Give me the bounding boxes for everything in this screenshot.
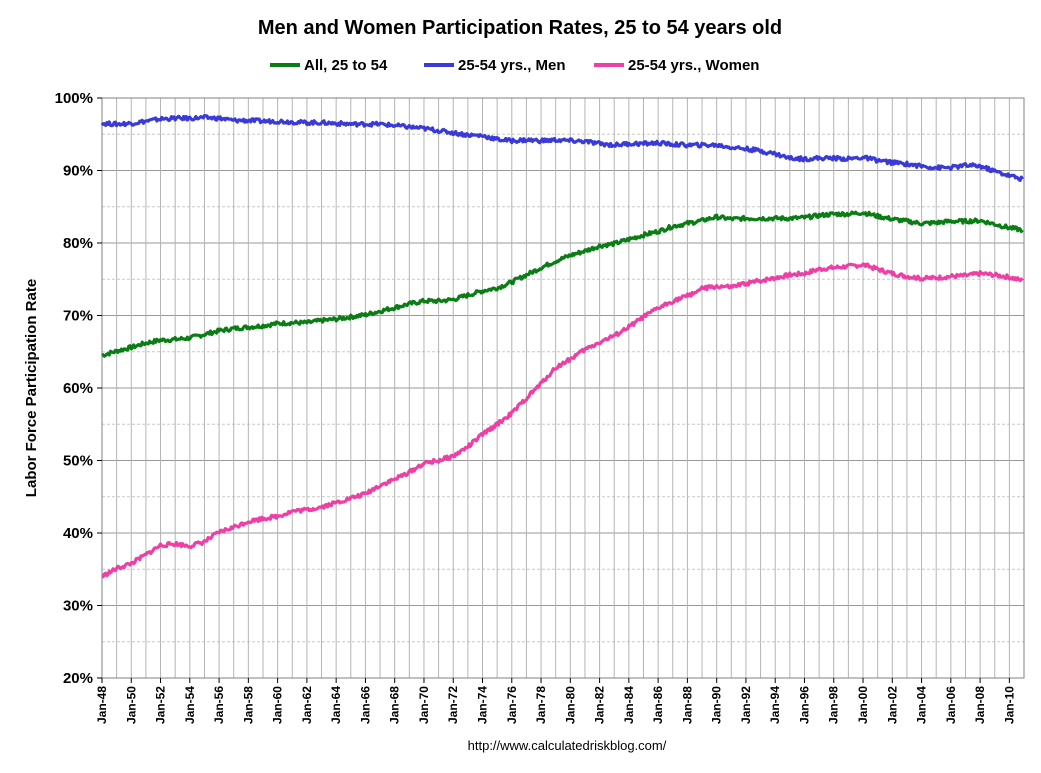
- x-tick-label: Jan-72: [446, 686, 460, 724]
- y-tick-label: 90%: [63, 163, 93, 180]
- x-tick-label: Jan-64: [329, 686, 343, 724]
- x-tick-label: Jan-98: [827, 686, 841, 724]
- x-tick-label: Jan-66: [358, 686, 372, 724]
- x-tick-label: Jan-02: [885, 686, 899, 724]
- x-tick-label: Jan-92: [739, 686, 753, 724]
- y-tick-label: 20%: [63, 670, 93, 687]
- x-tick-label: Jan-62: [300, 686, 314, 724]
- series-line: [101, 262, 1024, 579]
- x-tick-label: Jan-06: [944, 686, 958, 724]
- y-tick-label: 60%: [63, 380, 93, 397]
- x-tick-label: Jan-96: [797, 686, 811, 724]
- x-tick-label: Jan-70: [417, 686, 431, 724]
- y-tick-label: 100%: [55, 90, 93, 107]
- y-tick-label: 30%: [63, 598, 93, 615]
- x-tick-label: Jan-94: [768, 686, 782, 724]
- x-tick-label: Jan-74: [476, 686, 490, 724]
- x-tick-label: Jan-52: [154, 686, 168, 724]
- series-line: [101, 210, 1024, 358]
- x-tick-label: Jan-80: [563, 686, 577, 724]
- x-tick-label: Jan-60: [271, 686, 285, 724]
- legend-label: 25-54 yrs., Men: [458, 57, 566, 74]
- legend-label: 25-54 yrs., Women: [628, 57, 759, 74]
- x-tick-label: Jan-78: [534, 686, 548, 724]
- x-tick-label: Jan-68: [388, 686, 402, 724]
- x-tick-label: Jan-86: [651, 686, 665, 724]
- y-tick-label: 70%: [63, 308, 93, 325]
- y-tick-label: 40%: [63, 525, 93, 542]
- series-line: [100, 114, 1024, 182]
- y-tick-label: 80%: [63, 235, 93, 252]
- legend-label: All, 25 to 54: [304, 57, 388, 74]
- x-tick-label: Jan-56: [212, 686, 226, 724]
- x-tick-label: Jan-76: [505, 686, 519, 724]
- x-tick-label: Jan-48: [95, 686, 109, 724]
- x-tick-label: Jan-84: [622, 686, 636, 724]
- x-tick-label: Jan-04: [915, 686, 929, 724]
- x-tick-label: Jan-00: [856, 686, 870, 724]
- x-tick-label: Jan-58: [241, 686, 255, 724]
- y-tick-label: 50%: [63, 453, 93, 470]
- y-axis-label: Labor Force Participation Rate: [23, 279, 40, 497]
- x-tick-label: Jan-82: [593, 686, 607, 724]
- x-tick-label: Jan-88: [680, 686, 694, 724]
- x-tick-label: Jan-50: [124, 686, 138, 724]
- source-url: http://www.calculatedriskblog.com/: [468, 738, 667, 753]
- plot-area: 20% 30% 40% 50% 60% 70% 80% 90% 100% Jan-48 Jan-50…: [55, 90, 1025, 724]
- x-tick-label: Jan-08: [973, 686, 987, 724]
- legend: All, 25 to 54 25-54 yrs., Men 25-54 yrs., …: [270, 57, 759, 74]
- x-tick-label: Jan-54: [183, 686, 197, 724]
- x-tick-label: Jan-90: [710, 686, 724, 724]
- chart-title: Men and Women Participation Rates, 25 to…: [258, 17, 782, 39]
- x-tick-label: Jan-10: [1002, 686, 1016, 724]
